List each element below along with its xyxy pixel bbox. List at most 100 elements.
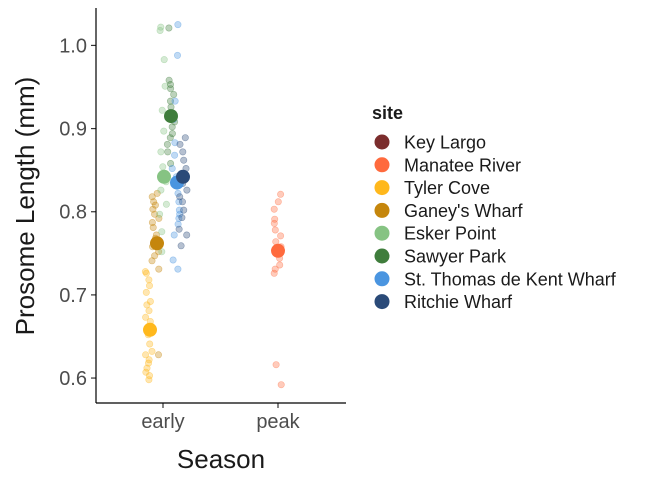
data-point [146, 297, 154, 305]
data-point [171, 97, 179, 105]
data-point [145, 359, 153, 367]
data-point [277, 232, 285, 240]
data-point [277, 190, 285, 198]
y-tick-label: 0.8 [59, 202, 87, 224]
x-axis-ticks: early peak [141, 403, 301, 433]
data-point [148, 193, 156, 201]
legend-key [374, 294, 390, 310]
data-point [157, 23, 165, 31]
y-tick-label: 0.9 [59, 119, 87, 141]
data-point [171, 151, 179, 159]
data-point [183, 231, 191, 239]
data-point [158, 248, 166, 256]
data-point [177, 242, 185, 250]
data-point [153, 189, 161, 197]
data-points [141, 21, 285, 389]
data-point [271, 215, 279, 223]
data-point [167, 160, 175, 168]
data-point [151, 201, 159, 209]
data-point [142, 288, 150, 296]
data-point [271, 226, 279, 234]
data-point [160, 56, 168, 64]
legend-key [374, 180, 390, 196]
data-point [167, 97, 175, 105]
data-point [167, 85, 175, 93]
data-point [175, 198, 183, 206]
legend-title: site [372, 103, 403, 123]
data-point [163, 140, 171, 148]
legend-key [374, 157, 390, 173]
data-point [141, 268, 149, 276]
data-point [276, 261, 284, 269]
data-point [165, 24, 173, 32]
data-point [150, 198, 158, 206]
data-point [151, 252, 159, 260]
legend-key [374, 202, 390, 218]
data-point [174, 21, 182, 29]
data-point [179, 148, 187, 156]
data-point [145, 376, 153, 384]
legend-label: Sawyer Park [404, 247, 507, 267]
x-tick-label: early [141, 411, 184, 433]
data-point [180, 206, 188, 214]
data-point [165, 76, 173, 84]
data-point [143, 301, 151, 309]
legend-label: Ritchie Wharf [404, 292, 513, 312]
data-point [271, 265, 279, 273]
data-point [142, 313, 150, 321]
data-point [274, 198, 282, 206]
data-point [171, 139, 179, 147]
data-point [162, 200, 170, 208]
data-point [170, 91, 178, 99]
mean-point [271, 243, 285, 258]
data-point [145, 307, 153, 315]
data-point [176, 193, 184, 201]
data-point [170, 231, 178, 239]
data-point [169, 256, 177, 264]
data-point [143, 364, 151, 372]
legend-label: Tyler Cove [404, 178, 490, 198]
data-point [156, 210, 164, 218]
data-point [148, 347, 156, 355]
data-point [179, 198, 187, 206]
mean-point [157, 169, 171, 184]
legend-key [374, 271, 390, 287]
y-tick-label: 1.0 [59, 35, 87, 57]
data-point [142, 269, 150, 277]
data-point [146, 340, 154, 348]
mean-point [143, 322, 157, 337]
data-point [167, 81, 175, 89]
data-point [155, 214, 163, 222]
data-point [148, 219, 156, 227]
data-point [178, 214, 186, 222]
x-tick-label: peak [256, 411, 300, 433]
data-point [157, 148, 165, 156]
data-point [156, 26, 164, 34]
data-point [176, 140, 184, 148]
legend-label: Manatee River [404, 155, 521, 175]
legend-label: St. Thomas de Kent Wharf [404, 269, 617, 289]
data-point [174, 189, 182, 197]
data-point [164, 148, 172, 156]
legend-key [374, 248, 390, 264]
x-axis-title: Season [177, 444, 265, 474]
data-point [270, 269, 278, 277]
data-point [183, 186, 191, 194]
data-point [155, 265, 163, 273]
data-point [158, 106, 166, 114]
mean-point [164, 109, 178, 124]
mean-points [143, 109, 285, 337]
data-point [272, 361, 280, 369]
data-point [176, 210, 184, 218]
legend-label: Esker Point [404, 224, 496, 244]
data-point [145, 356, 153, 364]
legend-label: Key Largo [404, 133, 486, 153]
legend-key [374, 225, 390, 241]
legend-key [374, 134, 390, 150]
data-point [174, 220, 182, 228]
data-point [174, 265, 182, 273]
data-point [148, 257, 156, 265]
data-point [270, 205, 278, 213]
